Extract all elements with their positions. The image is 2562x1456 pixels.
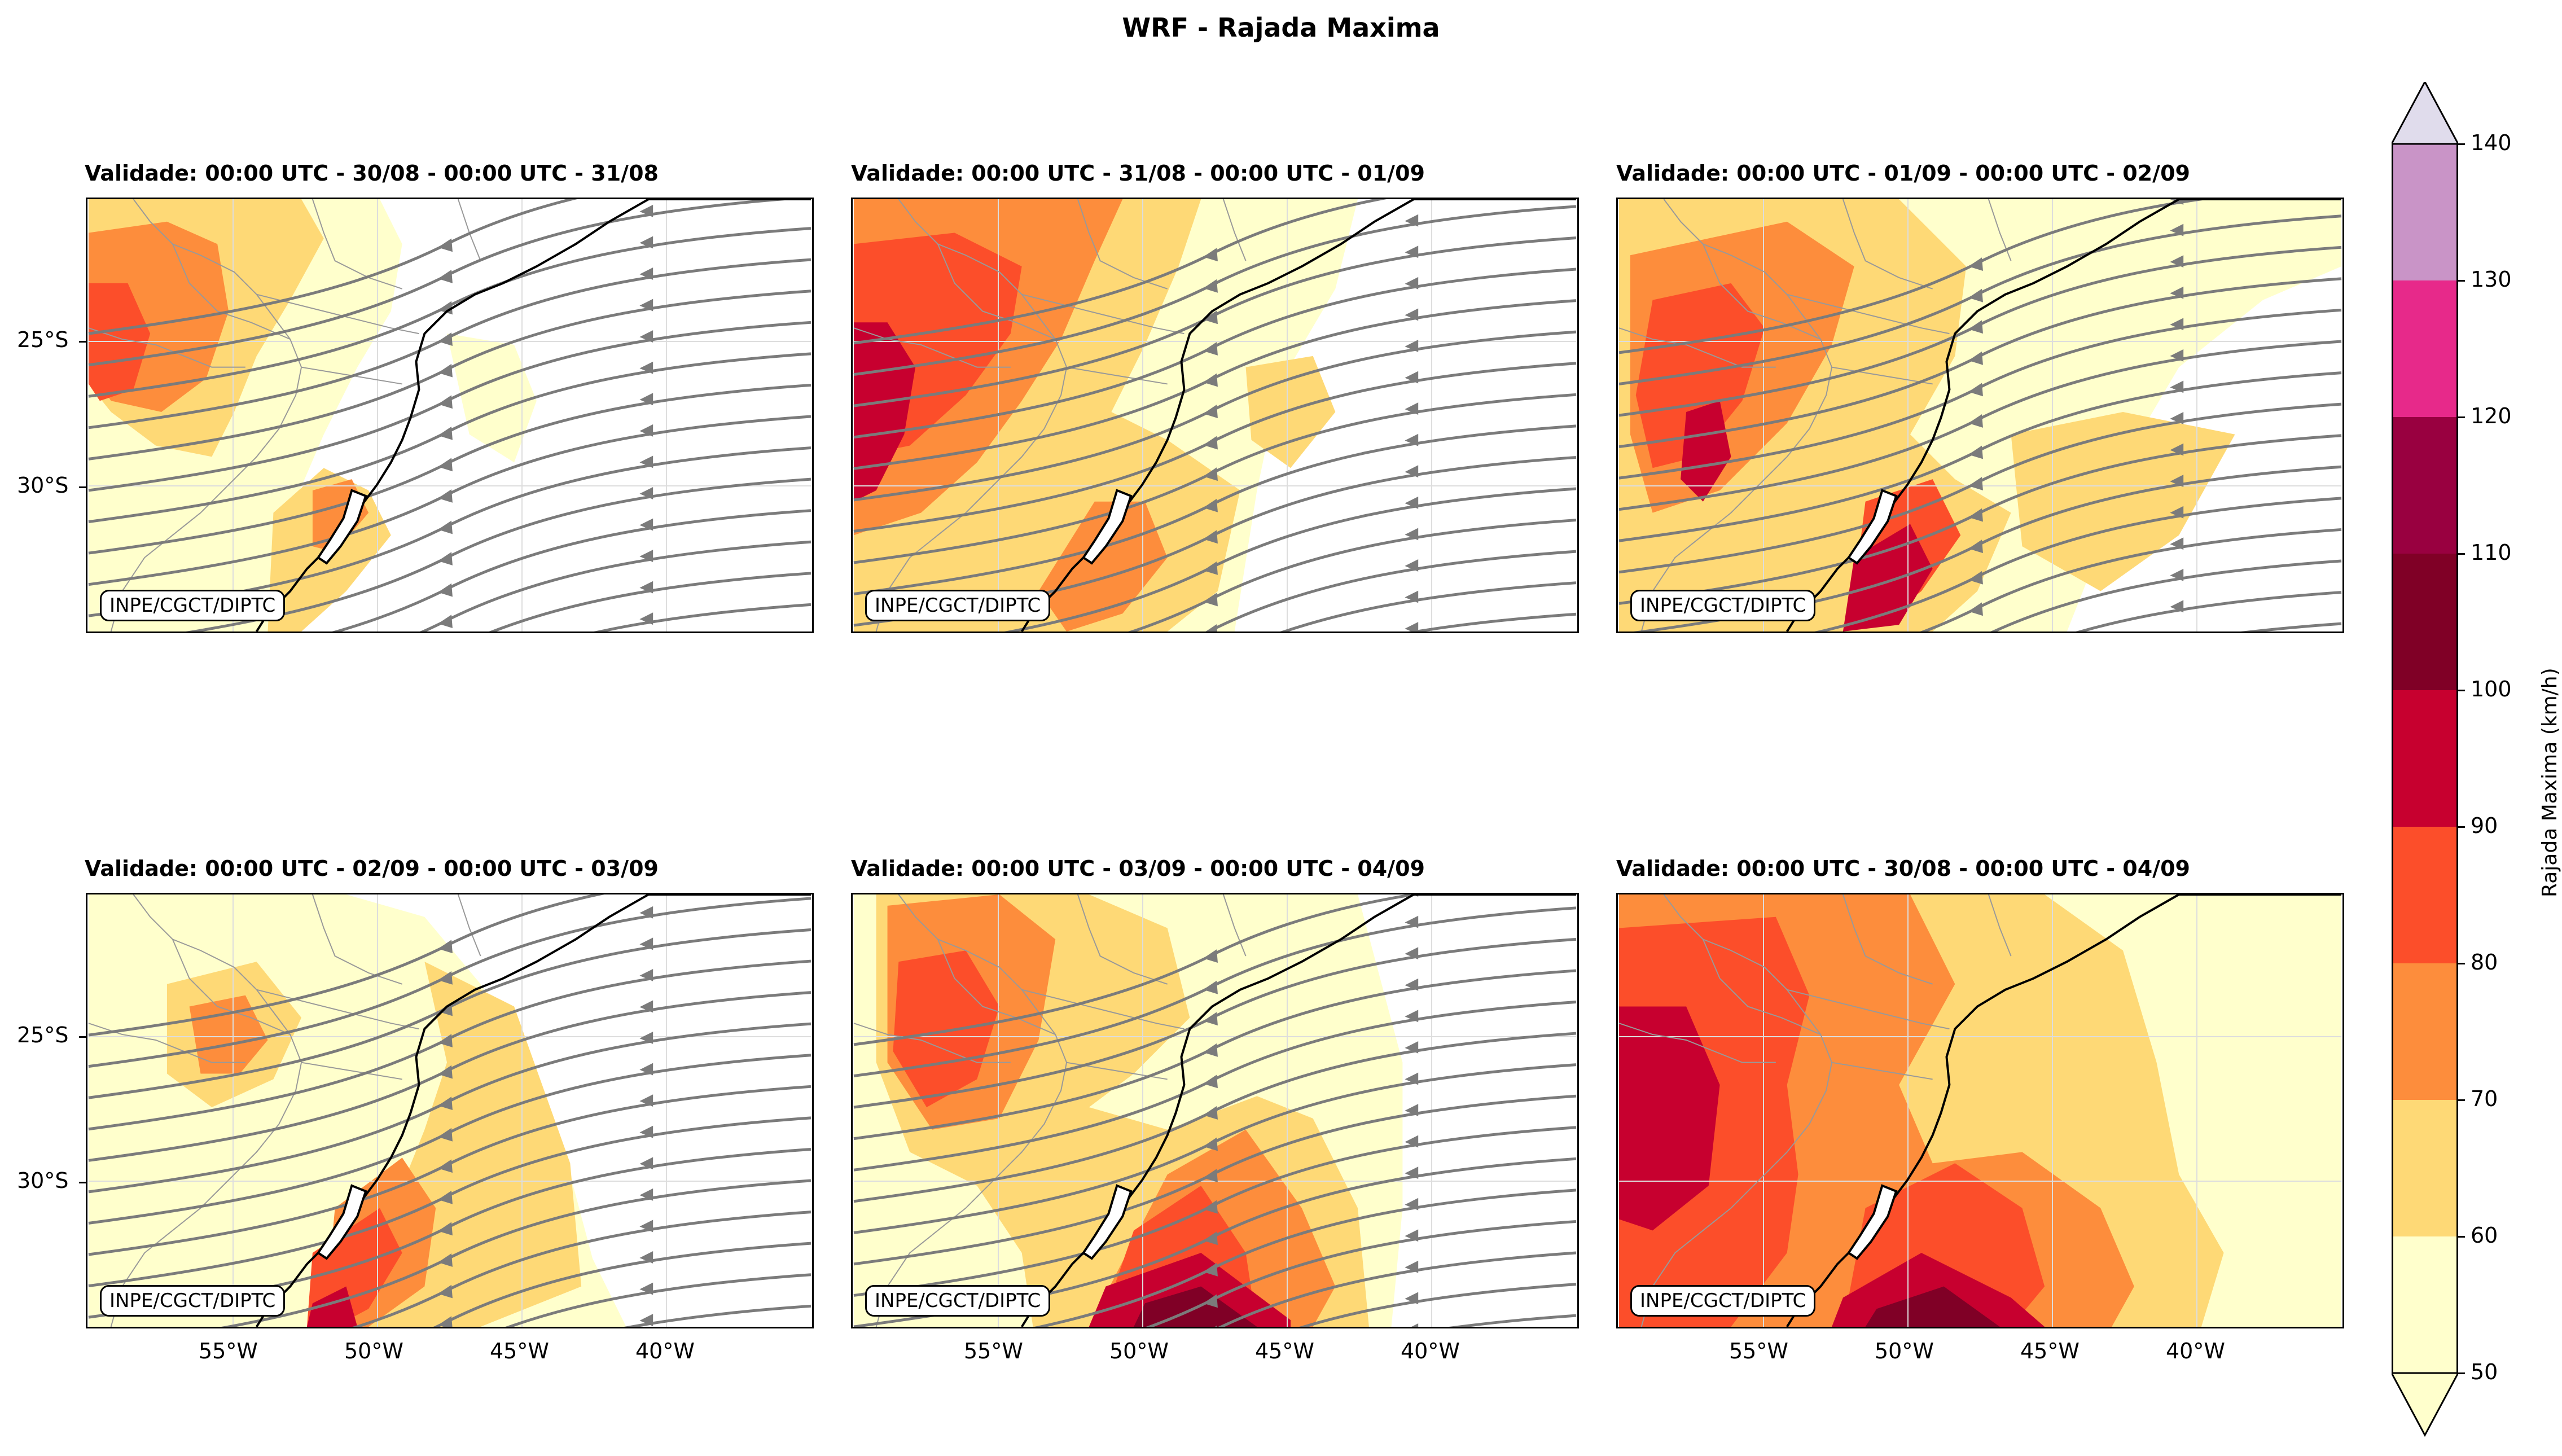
- map-panel-5: INPE/CGCT/DIPTC: [851, 893, 1579, 1328]
- colorbar-tick-label: 90: [2471, 813, 2498, 838]
- colorbar-tickmark: [2458, 280, 2465, 282]
- panel-2-title: Validade: 00:00 UTC - 31/08 - 00:00 UTC …: [851, 161, 1425, 186]
- colorbar-tickmark: [2458, 1236, 2465, 1238]
- colorbar-tick-label: 60: [2471, 1223, 2498, 1248]
- colorbar-tick-label: 140: [2471, 130, 2512, 155]
- map-panel-3: INPE/CGCT/DIPTC: [1616, 198, 2344, 633]
- lat-tickmark: [79, 486, 86, 488]
- colorbar-tick-label: 130: [2471, 267, 2512, 292]
- map-panel-4: INPE/CGCT/DIPTC: [86, 893, 814, 1328]
- credit-badge-2: INPE/CGCT/DIPTC: [865, 590, 1051, 621]
- lat-tick-label-30s-bottom: 30°S: [17, 1168, 69, 1193]
- figure-title: WRF - Rajada Maxima: [1122, 12, 1440, 43]
- credit-badge-1: INPE/CGCT/DIPTC: [100, 590, 286, 621]
- colorbar-tick-label: 110: [2471, 540, 2512, 565]
- map-canvas-3: [1618, 199, 2342, 631]
- lon-tick-label-3-40w: 40°W: [2166, 1339, 2225, 1363]
- credit-badge-5: INPE/CGCT/DIPTC: [865, 1285, 1051, 1317]
- colorbar-tickmark: [2458, 143, 2465, 145]
- map-panel-2: INPE/CGCT/DIPTC: [851, 198, 1579, 633]
- panel-1-title: Validade: 00:00 UTC - 30/08 - 00:00 UTC …: [85, 161, 659, 186]
- map-canvas-2: [853, 199, 1577, 631]
- lon-tick-label-2-55w: 55°W: [964, 1339, 1023, 1363]
- credit-badge-6: INPE/CGCT/DIPTC: [1630, 1285, 1816, 1317]
- map-panel-6: INPE/CGCT/DIPTC: [1616, 893, 2344, 1328]
- lon-tick-label-2-45w: 45°W: [1255, 1339, 1314, 1363]
- map-canvas-1: [88, 199, 811, 631]
- colorbar-tick-label: 80: [2471, 950, 2498, 975]
- lon-tick-label-2-50w: 50°W: [1109, 1339, 1169, 1363]
- panel-6-title: Validade: 00:00 UTC - 30/08 - 00:00 UTC …: [1616, 856, 2190, 881]
- colorbar-tickmark: [2458, 690, 2465, 691]
- colorbar-tickmark: [2458, 1099, 2465, 1101]
- lon-tick-label-3-50w: 50°W: [1875, 1339, 1934, 1363]
- lon-tick-label-3-55w: 55°W: [1729, 1339, 1788, 1363]
- lat-tickmark: [79, 1036, 86, 1038]
- lat-tick-label-25s-bottom: 25°S: [17, 1023, 69, 1047]
- colorbar-tickmark: [2458, 826, 2465, 828]
- lon-tick-label-1-45w: 45°W: [490, 1339, 549, 1363]
- colorbar-tick-label: 100: [2471, 677, 2512, 701]
- panel-4-title: Validade: 00:00 UTC - 02/09 - 00:00 UTC …: [85, 856, 659, 881]
- map-canvas-6: [1618, 894, 2341, 1327]
- lon-tick-label-3-45w: 45°W: [2020, 1339, 2080, 1363]
- lat-tickmark: [79, 341, 86, 343]
- colorbar-tickmark: [2458, 416, 2465, 418]
- colorbar-svg: [2392, 82, 2458, 1437]
- lon-tick-label-1-50w: 50°W: [344, 1339, 403, 1363]
- map-panel-1: INPE/CGCT/DIPTC: [86, 198, 814, 633]
- lon-tick-label-1-40w: 40°W: [635, 1339, 695, 1363]
- panel-3-title: Validade: 00:00 UTC - 01/09 - 00:00 UTC …: [1616, 161, 2190, 186]
- colorbar-tick-label: 120: [2471, 404, 2512, 428]
- lon-tick-label-2-40w: 40°W: [1401, 1339, 1460, 1363]
- lat-tickmark: [79, 1182, 86, 1183]
- credit-badge-3: INPE/CGCT/DIPTC: [1630, 590, 1816, 621]
- panel-5-title: Validade: 00:00 UTC - 03/09 - 00:00 UTC …: [851, 856, 1425, 881]
- map-canvas-5: [853, 894, 1577, 1327]
- lat-tick-label-30s-top: 30°S: [17, 473, 69, 498]
- lat-tick-label-25s-top: 25°S: [17, 327, 69, 352]
- colorbar-tickmark: [2458, 553, 2465, 555]
- lon-tick-label-1-55w: 55°W: [199, 1339, 258, 1363]
- colorbar-tickmark: [2458, 1372, 2465, 1374]
- colorbar-label: Rajada Maxima (km/h): [2538, 668, 2561, 897]
- credit-badge-4: INPE/CGCT/DIPTC: [100, 1285, 286, 1317]
- colorbar-tick-label: 50: [2471, 1359, 2498, 1384]
- colorbar-tick-label: 70: [2471, 1086, 2498, 1111]
- colorbar-tickmark: [2458, 963, 2465, 964]
- map-canvas-4: [88, 894, 811, 1327]
